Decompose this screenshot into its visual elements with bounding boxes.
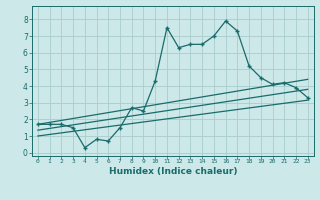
- X-axis label: Humidex (Indice chaleur): Humidex (Indice chaleur): [108, 167, 237, 176]
